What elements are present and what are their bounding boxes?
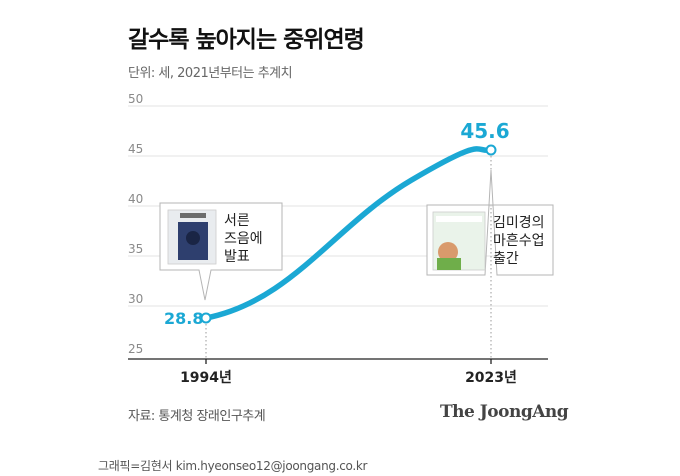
book-cover [167,209,217,265]
book-art [180,213,206,218]
y-axis: 25 30 35 40 45 50 [128,92,143,356]
callout-text-line: 출간 [493,251,519,267]
callout-text-line: 김미경의 [493,215,545,231]
data-label: 28.8 [164,309,203,328]
graphic-credit: 그래픽=김현서 kim.hyeonseo12@joongang.co.kr [98,459,368,473]
callout-text-line: 즈음에 [224,231,263,247]
callout-text-line: 서른 [224,213,250,229]
chart-title: 갈수록 높아지는 중위연령 [128,27,365,53]
brand-logo: The JoongAng [440,402,569,422]
data-point [200,312,212,324]
y-tick-label: 30 [128,292,143,306]
series-line [203,146,494,321]
y-tick-label: 50 [128,92,143,106]
book-art [438,242,458,262]
x-tick-label: 2023년 [465,370,517,386]
book-art [186,231,200,245]
x-tick-label: 1994년 [180,370,232,386]
callout-text-line: 발표 [224,249,250,265]
data-point [485,144,497,156]
source-note: 자료: 통계청 장래인구추계 [128,409,266,424]
book-art [437,258,461,270]
data-label: 45.6 [460,119,509,143]
x-axis: 1994년 2023년 [128,358,548,386]
y-tick-label: 45 [128,142,143,156]
y-tick-label: 25 [128,342,143,356]
y-tick-label: 40 [128,192,143,206]
callout-text-line: 마흔수업 [493,233,545,249]
series: 28.8 45.6 [164,119,510,359]
y-tick-label: 35 [128,242,143,256]
book-art [436,216,482,222]
unit-note: 단위: 세, 2021년부터는 추계치 [128,66,293,81]
book-cover [432,211,486,271]
